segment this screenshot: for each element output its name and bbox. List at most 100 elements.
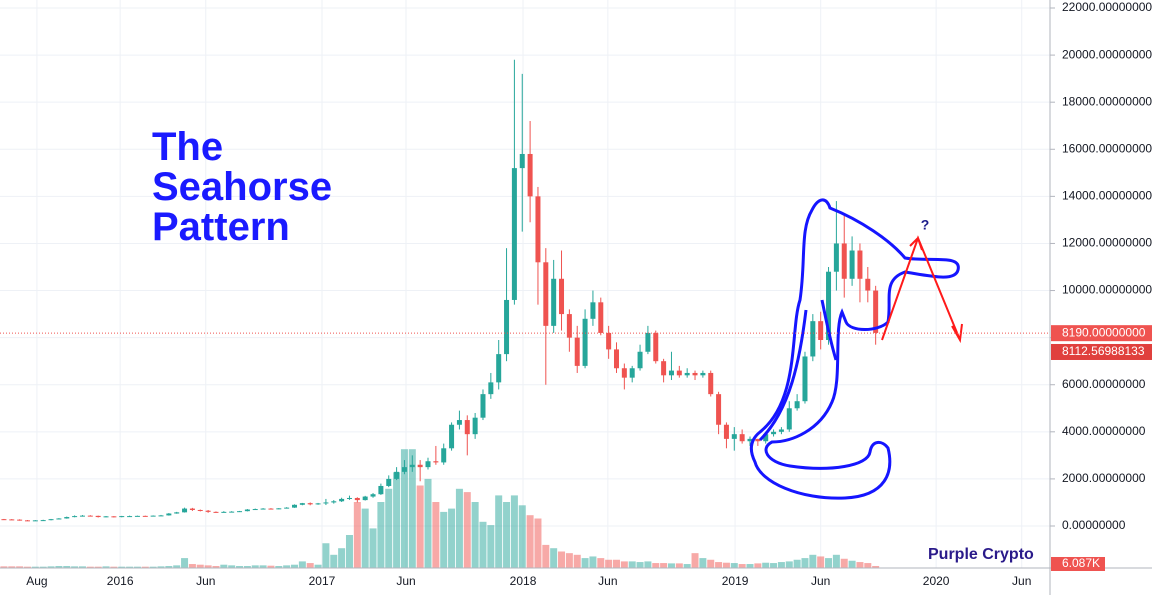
volume-bar — [47, 566, 55, 568]
volume-bar — [471, 502, 479, 568]
candle-body — [237, 511, 243, 513]
candle-body — [747, 438, 753, 442]
volume-bar — [660, 563, 668, 568]
candle-body — [433, 461, 439, 463]
candle-body — [700, 372, 706, 376]
volume-bar — [165, 566, 173, 568]
candle-body — [598, 302, 604, 333]
volume-bar — [848, 560, 856, 568]
candle-body — [315, 503, 321, 505]
volume-bar — [785, 561, 793, 568]
candle-body — [95, 515, 101, 518]
y-tick-label: 0.00000000 — [1062, 518, 1126, 532]
candle-body — [32, 520, 38, 522]
candle-body — [480, 394, 486, 418]
volume-bar — [526, 515, 534, 568]
volume-bar — [71, 566, 79, 568]
volume-bar — [573, 554, 581, 568]
volume-bar — [683, 564, 691, 568]
candle-body — [559, 278, 565, 315]
candle-body — [417, 464, 423, 468]
candle-body — [613, 349, 619, 369]
price-box — [1051, 343, 1152, 360]
volume-bar — [102, 566, 110, 568]
seahorse-drawing — [749, 198, 960, 500]
volume-bar — [518, 505, 526, 568]
question-mark: ? — [921, 217, 930, 233]
volume-bar — [872, 565, 880, 568]
volume-bar — [644, 561, 652, 568]
candle-body — [48, 519, 54, 521]
volume-bar — [550, 548, 558, 568]
candle-body — [299, 503, 305, 505]
candle-body — [40, 520, 46, 522]
volume-bar — [31, 566, 39, 568]
candle-body — [535, 196, 541, 263]
candle-body — [857, 250, 863, 279]
volume-bar — [636, 562, 644, 568]
volume-bar — [597, 558, 605, 568]
volume-bar — [448, 508, 456, 568]
candle-body — [763, 434, 769, 442]
volume-bar — [181, 558, 189, 568]
candle-body — [221, 511, 227, 513]
volume-bar — [133, 566, 141, 568]
volume-bar — [558, 551, 566, 568]
volume-bar — [385, 488, 393, 568]
volume-bar — [715, 562, 723, 568]
candle-body — [307, 503, 313, 505]
volume-bar — [283, 565, 291, 568]
candle-body — [716, 394, 722, 425]
candle-body — [472, 417, 478, 435]
volume-bar — [730, 563, 738, 568]
candle-body — [637, 351, 643, 369]
candle-body — [386, 478, 392, 486]
volume-bar — [620, 561, 628, 568]
candle-body — [339, 498, 345, 502]
candle-body — [794, 401, 800, 409]
candle-body — [668, 370, 674, 376]
candle-body — [244, 509, 250, 512]
candle-body — [378, 485, 384, 495]
volume-bar — [809, 554, 817, 568]
volume-bar — [770, 563, 778, 568]
candle-body — [755, 438, 761, 442]
x-tick-label: Aug — [26, 574, 47, 588]
annotation-line: The — [152, 125, 223, 169]
volume-bar — [432, 502, 440, 568]
candle-body — [833, 243, 839, 272]
volume-bar — [510, 495, 518, 568]
y-tick-label: 20000.00000000 — [1062, 47, 1152, 61]
candle-body — [64, 517, 70, 519]
volume-bar — [63, 566, 71, 568]
candle-body — [197, 509, 203, 511]
candle-body — [731, 434, 737, 439]
volume-bar — [118, 566, 126, 568]
y-tick-label: 18000.00000000 — [1062, 94, 1152, 108]
volume-bar — [306, 563, 314, 568]
candle-body — [873, 290, 879, 333]
candle-body — [802, 356, 808, 402]
candle-body — [629, 368, 635, 378]
candle-body — [323, 502, 329, 504]
candle-body — [606, 332, 612, 350]
volume-bar — [16, 566, 24, 568]
x-tick-label: Jun — [598, 574, 617, 588]
candle-body — [676, 370, 682, 376]
volume-bar — [777, 562, 785, 568]
y-tick-label: 4000.00000000 — [1062, 424, 1146, 438]
candle-body — [205, 510, 211, 512]
volume-bar — [369, 528, 377, 568]
y-tick-label: 16000.00000000 — [1062, 141, 1152, 155]
volume-bar — [291, 564, 299, 568]
volume-bar — [0, 566, 8, 568]
volume-bar — [589, 556, 597, 568]
candle-body — [276, 508, 282, 510]
volume-box — [1051, 556, 1105, 571]
candle-body — [56, 518, 62, 520]
candle-body — [425, 461, 431, 468]
candle-body — [182, 508, 188, 513]
x-tick-label: 2018 — [510, 574, 537, 588]
volume-bar — [864, 563, 872, 568]
